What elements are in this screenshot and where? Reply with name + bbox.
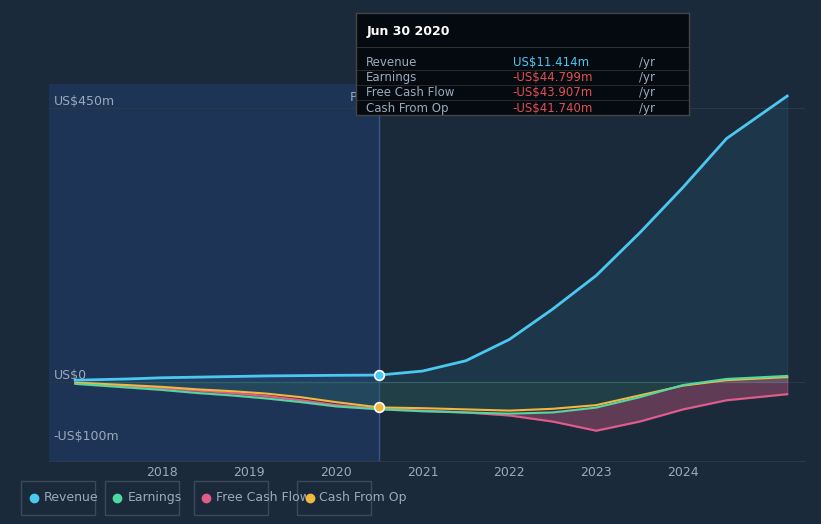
- Text: -US$100m: -US$100m: [53, 430, 119, 443]
- Text: /yr: /yr: [639, 86, 655, 100]
- Bar: [49, 84, 379, 461]
- Text: /yr: /yr: [639, 56, 655, 69]
- Bar: [194, 481, 268, 515]
- Text: US$11.414m: US$11.414m: [512, 56, 589, 69]
- Text: Cash From Op: Cash From Op: [366, 102, 449, 115]
- Text: Free Cash Flow: Free Cash Flow: [366, 86, 455, 100]
- Text: /yr: /yr: [639, 71, 655, 84]
- Bar: [21, 481, 95, 515]
- Text: Jun 30 2020: Jun 30 2020: [366, 25, 450, 38]
- Text: Revenue: Revenue: [366, 56, 418, 69]
- Text: -US$44.799m: -US$44.799m: [512, 71, 593, 84]
- Text: Earnings: Earnings: [366, 71, 418, 84]
- Bar: [297, 481, 371, 515]
- Text: Revenue: Revenue: [44, 492, 99, 504]
- Text: /yr: /yr: [639, 102, 655, 115]
- Text: Earnings: Earnings: [127, 492, 181, 504]
- Text: Analysts Forecasts: Analysts Forecasts: [383, 91, 499, 104]
- Text: Past: Past: [349, 91, 375, 104]
- Text: US$450m: US$450m: [53, 95, 115, 108]
- Text: Cash From Op: Cash From Op: [319, 492, 407, 504]
- Text: Free Cash Flow: Free Cash Flow: [216, 492, 310, 504]
- Text: US$0: US$0: [53, 369, 87, 382]
- Text: -US$43.907m: -US$43.907m: [512, 86, 593, 100]
- Text: -US$41.740m: -US$41.740m: [512, 102, 593, 115]
- Bar: [105, 481, 179, 515]
